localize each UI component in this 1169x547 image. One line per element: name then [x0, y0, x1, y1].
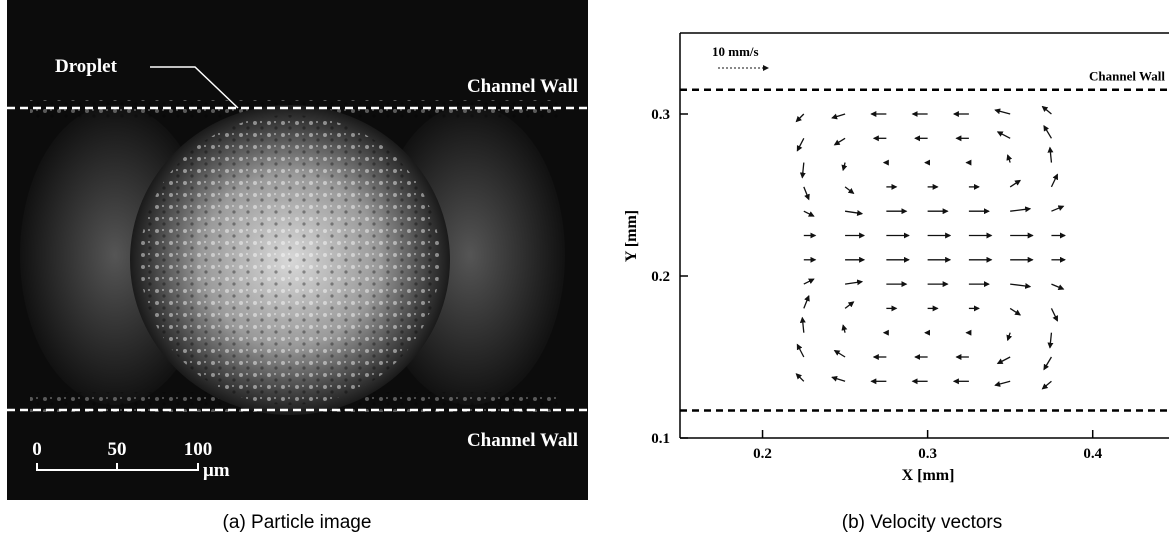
velocity-vector	[1010, 283, 1032, 289]
velocity-vector	[795, 373, 805, 382]
velocity-vector	[844, 279, 864, 286]
velocity-vector	[1041, 105, 1052, 115]
velocity-vector	[1051, 283, 1065, 290]
velocity-vector	[1051, 205, 1065, 212]
velocity-vector	[831, 375, 846, 382]
wall-label: Channel Wall	[467, 76, 578, 97]
x-tick-label: 0.4	[1083, 446, 1102, 462]
x-tick-label: 0.3	[918, 446, 937, 462]
velocity-vector	[1047, 332, 1054, 349]
velocity-vector	[803, 210, 815, 217]
velocity-vector	[1047, 146, 1054, 163]
wall-label: Channel Wall	[1089, 69, 1165, 84]
scale-unit: μm	[203, 460, 230, 481]
velocity-vector	[844, 210, 864, 216]
velocity-vector	[1010, 206, 1032, 213]
velocity-vector	[996, 131, 1011, 139]
velocity-vector	[841, 162, 848, 172]
y-tick-label: 0.2	[651, 269, 670, 285]
caption: (a) Particle image	[223, 512, 372, 533]
y-axis-label: Y [mm]	[623, 210, 640, 262]
y-tick-label: 0.3	[651, 107, 670, 123]
velocity-vector	[833, 349, 846, 358]
velocity-vector	[841, 324, 848, 333]
wall-label: Channel Wall	[467, 430, 578, 451]
velocity-vector	[799, 316, 806, 333]
velocity-vector	[1041, 380, 1052, 390]
velocity-vector	[1043, 124, 1052, 139]
velocity-vector	[831, 113, 846, 120]
droplet-label: Droplet	[55, 56, 118, 77]
velocity-vector	[1050, 173, 1059, 188]
velocity-vector	[795, 113, 805, 123]
velocity-vector	[799, 162, 806, 179]
scale-tick: 0	[32, 439, 42, 460]
particle-image: Droplet Channel Wall Channel Wall 0 50 1…	[7, 0, 588, 500]
velocity-vector	[796, 343, 805, 358]
x-axis-label: X [mm]	[902, 467, 955, 484]
velocity-vector	[1043, 356, 1052, 371]
y-tick-label: 0.1	[651, 431, 670, 447]
velocity-vector	[1009, 307, 1022, 316]
velocity-vector	[996, 356, 1011, 365]
velocity-vector	[796, 138, 805, 152]
caption: (b) Velocity vectors	[842, 512, 1003, 533]
velocity-vector	[1006, 154, 1013, 163]
velocity-vector	[803, 186, 810, 201]
scale-tick: 100	[184, 439, 213, 460]
velocity-vector	[844, 186, 855, 195]
velocity-vector	[994, 380, 1011, 387]
velocity-vector	[1006, 332, 1013, 342]
velocity-vector	[803, 278, 815, 285]
velocity-vector	[833, 137, 846, 146]
velocity-vector	[844, 301, 855, 309]
vector-plot: X [mm] Y [mm]	[623, 32, 1169, 484]
reference-label: 10 mm/s	[712, 44, 759, 59]
scale-tick: 50	[108, 439, 127, 460]
velocity-vector	[994, 108, 1011, 115]
velocity-vector	[1009, 179, 1022, 188]
velocity-vector	[1050, 308, 1059, 322]
x-tick-label: 0.2	[753, 446, 772, 462]
velocity-vector	[803, 294, 810, 309]
